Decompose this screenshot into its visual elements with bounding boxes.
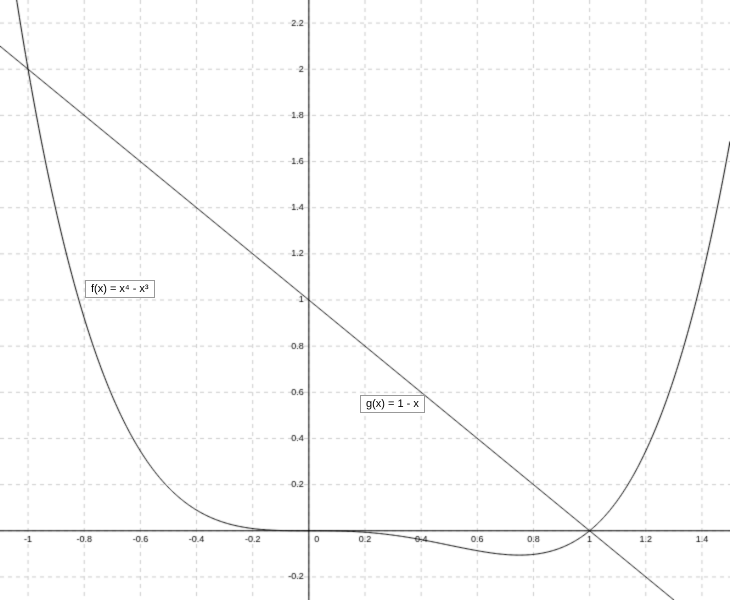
f-curve-label: f(x) = x⁴ - x³ [85,280,155,298]
g-curve-label: g(x) = 1 - x [360,395,425,413]
function-plot [0,0,730,600]
